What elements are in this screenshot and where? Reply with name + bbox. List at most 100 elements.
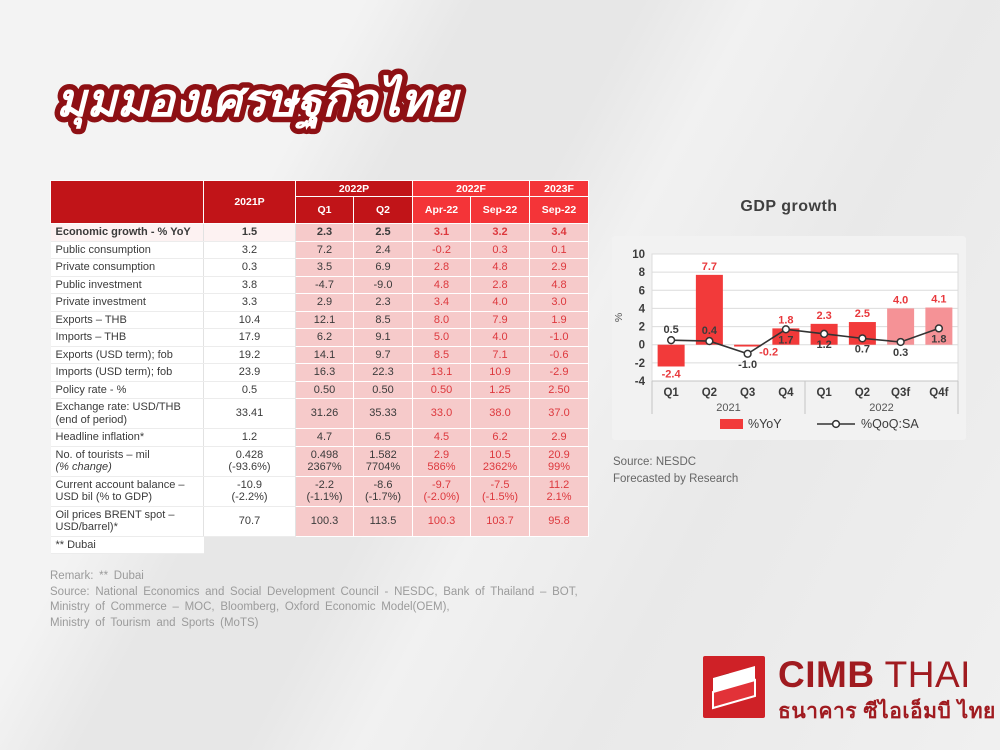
line-marker — [781, 325, 791, 334]
table-cell: 0.5 — [203, 381, 296, 399]
table-cell: 103.7 — [470, 506, 530, 537]
table-cell: 2.9 586% — [412, 446, 471, 477]
y-tick-label: 8 — [639, 267, 646, 279]
bar — [695, 274, 723, 345]
table-cell: 7.2 — [295, 241, 354, 259]
x-tick-label: Q4 — [778, 387, 794, 399]
row-label: Public investment — [50, 276, 204, 294]
cimb-logo: CIMB THAI ธนาคาร ซีไอเอ็มบี ไทย — [703, 656, 996, 728]
table-cell: 3.4 — [412, 293, 471, 312]
row-label: Imports – THB — [50, 328, 204, 347]
table-cell: 23.9 — [203, 363, 296, 382]
chart-source-line1: Source: NESDC — [613, 456, 697, 468]
bar — [772, 328, 800, 345]
table-cell: 113.5 — [353, 506, 413, 537]
col-header-apr22: Apr-22 — [412, 196, 471, 224]
group-header-2022p: 2022P — [295, 180, 413, 197]
table-row: No. of tourists – mil (% change) 0.428 (-9… — [50, 446, 589, 477]
table-cell: 38.0 — [470, 398, 530, 429]
qoq-data-label: 1.2 — [816, 339, 831, 351]
line-marker — [705, 336, 714, 346]
table-cell: 2.9 — [529, 258, 589, 277]
legend-qoq-marker — [831, 419, 841, 429]
logo-text: CIMB THAI ธนาคาร ซีไอเอ็มบี ไทย — [778, 656, 996, 728]
table-cell: 13.1 — [412, 363, 471, 382]
table-row: Public investment 3.8 -4.7 -9.0 4.8 2.8 4.8 — [50, 276, 589, 294]
table-cell: 8.5 — [353, 311, 413, 329]
table-row: Imports – THB 17.9 6.2 9.1 5.0 4.0 -1.0 — [50, 328, 589, 347]
x-tick-label: Q4f — [929, 387, 948, 399]
line-marker — [743, 349, 752, 358]
page-title: มุมมองเศรษฐกิจไทย — [56, 73, 462, 130]
brand-name: CIMB THAI — [778, 656, 996, 694]
table-cell: 100.3 — [412, 506, 471, 537]
table-cell: 0.50 — [412, 381, 471, 399]
table-cell: 3.2 — [203, 241, 296, 259]
row-label: Exports – THB — [50, 311, 204, 329]
econ-table-body: Economic growth - % YoY 1.5 2.3 2.5 3.1 3.2 3.… — [50, 223, 589, 554]
table-cell: 0.3 — [470, 241, 530, 259]
table-row: Economic growth - % YoY 1.5 2.3 2.5 3.1 3.2 3.… — [50, 223, 589, 242]
yoy-data-label: 2.3 — [816, 310, 831, 322]
table-row: Policy rate - % 0.5 0.50 0.50 0.50 1.25 2.50 — [50, 381, 589, 399]
cimb-logo-mark-icon — [703, 656, 765, 718]
table-row: Private investment 3.3 2.9 2.3 3.4 4.0 3.0 — [50, 293, 589, 312]
table-row: Exports – THB 10.4 12.1 8.5 8.0 7.9 1.9 — [50, 311, 589, 329]
year-group-label: 2022 — [869, 402, 893, 414]
legend-yoy-swatch — [720, 419, 743, 429]
table-cell — [413, 536, 471, 554]
row-label: Imports (USD term); fob — [50, 363, 204, 382]
table-cell: -10.9 (-2.2%) — [203, 476, 296, 507]
gdp-chart-panel: -4 -2 0 2 4 6 8 10% -2.4 7.7 -0.2 1.8 2.3 2.5 4.0 4.1 0.… — [612, 236, 966, 440]
table-cell: 6.2 — [295, 328, 354, 347]
table-cell: 10.4 — [203, 311, 296, 329]
table-cell: 1.25 — [470, 381, 530, 399]
table-cell: 11.2 2.1% — [529, 476, 589, 507]
col-header-2021p: 2021P — [203, 180, 296, 224]
page-title-art: มุมมองเศรษฐกิจไทย — [51, 68, 468, 136]
col-header-sep22-2023: Sep-22 — [529, 196, 589, 224]
table-cell: -1.0 — [529, 328, 589, 347]
table-cell: 1.5 — [203, 223, 296, 242]
qoq-data-label: 0.4 — [702, 325, 718, 337]
footer: Remark: ** Dubai Source: National Econom… — [50, 569, 578, 631]
chart-title: GDP growth — [740, 198, 838, 215]
footer-source-line1: Source: National Economics and Social De… — [50, 585, 578, 598]
table-row: Current account balance – USD bil (% to G… — [50, 476, 589, 507]
table-cell: 1.2 — [203, 428, 296, 447]
y-tick-label: 2 — [639, 322, 645, 334]
table-cell: 2.50 — [529, 381, 589, 399]
group-header-2022f: 2022F — [412, 180, 530, 197]
brand-thai-name: ธนาคาร ซีไอเอ็มบี ไทย — [778, 700, 996, 723]
table-cell: 4.8 — [412, 276, 471, 294]
table-cell: 2.3 — [353, 293, 413, 312]
footer-remark: Remark: ** Dubai — [50, 570, 144, 582]
table-cell: 22.3 — [353, 363, 413, 382]
table-cell: 1.582 7704% — [353, 446, 413, 477]
table-cell: 12.1 — [295, 311, 354, 329]
x-tick-label: Q3 — [740, 387, 755, 399]
table-cell: 2.4 — [353, 241, 413, 259]
economic-table: 2021P 2022P 2022F 2023F Q1 Q2 Apr-22 Sep… — [50, 180, 589, 554]
table-cell: 37.0 — [529, 398, 589, 429]
table-cell: 2.8 — [470, 276, 530, 294]
table-cell: 0.3 — [203, 258, 296, 277]
table-cell: 2.9 — [529, 428, 589, 447]
row-label: Public consumption — [50, 241, 204, 259]
y-tick-label: -2 — [635, 358, 645, 370]
table-cell: 35.33 — [353, 398, 413, 429]
table-cell: 20.9 99% — [529, 446, 589, 477]
table-cell: -9.0 — [353, 276, 413, 294]
table-cell: -7.5 (-1.5%) — [470, 476, 530, 507]
row-label: Exchange rate: USD/THB (end of period) — [50, 398, 204, 429]
qoq-data-label: 1.7 — [778, 334, 793, 346]
table-cell: 8.0 — [412, 311, 471, 329]
row-label: No. of tourists – mil (% change) — [50, 446, 204, 477]
table-row: Exchange rate: USD/THB (end of period) 33.… — [50, 398, 589, 429]
table-cell: 2.3 — [295, 223, 354, 242]
yoy-data-label: -2.4 — [662, 368, 682, 380]
table-cell: 17.9 — [203, 328, 296, 347]
line-marker — [858, 334, 867, 343]
table-cell: -2.9 — [529, 363, 589, 382]
table-cell: 1.9 — [529, 311, 589, 329]
